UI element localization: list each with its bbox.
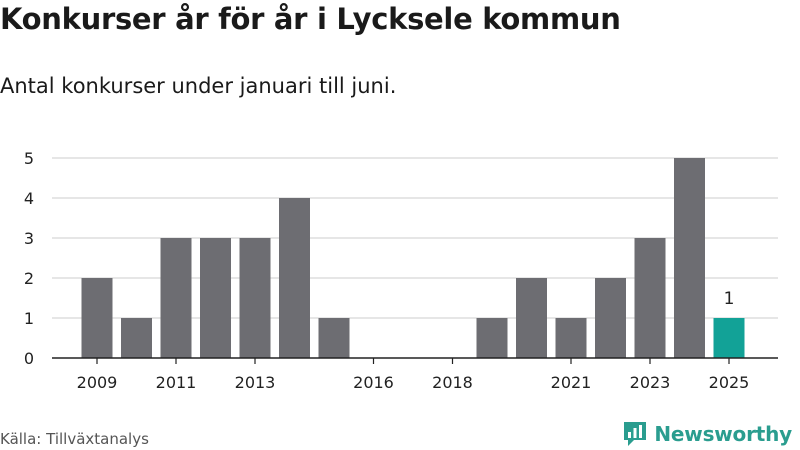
newsworthy-brand-name: Newsworthy (654, 422, 792, 446)
newsworthy-logo: Newsworthy (622, 420, 792, 448)
y-tick-label: 2 (24, 269, 34, 288)
chart-title: Konkurser år för år i Lycksele kommun (0, 2, 621, 36)
x-tick-label: 2016 (353, 373, 394, 392)
x-tick-label: 2021 (551, 373, 592, 392)
bar-2015 (318, 318, 350, 358)
x-tick-label: 2009 (77, 373, 118, 392)
y-tick-label: 1 (24, 309, 34, 328)
bar-2024 (674, 158, 705, 358)
bar-2010 (121, 318, 152, 358)
bar-2020 (516, 278, 547, 358)
y-tick-label: 4 (24, 189, 34, 208)
bar-2009 (81, 278, 113, 358)
bar-2021 (555, 318, 587, 358)
y-tick-label: 3 (24, 229, 34, 248)
bar-2025 (713, 318, 745, 358)
y-tick-label: 0 (24, 349, 34, 368)
newsworthy-logo-icon (624, 422, 647, 446)
chart-subtitle: Antal konkurser under januari till juni. (0, 74, 397, 98)
bar-2012 (200, 238, 231, 358)
bar-2022 (595, 278, 626, 358)
bar-2019 (476, 318, 508, 358)
bar-value-label: 1 (724, 289, 735, 309)
x-tick-label: 2023 (630, 373, 671, 392)
bar-2023 (634, 238, 666, 358)
x-tick-label: 2011 (156, 373, 197, 392)
x-tick-label: 2018 (432, 373, 473, 392)
x-tick-label: 2013 (235, 373, 276, 392)
bar-2011 (160, 238, 192, 358)
source-note: Källa: Tillväxtanalys (0, 430, 149, 448)
y-tick-label: 5 (24, 149, 34, 168)
x-tick-label: 2025 (709, 373, 750, 392)
bar-2014 (279, 198, 310, 358)
bar-2013 (239, 238, 271, 358)
